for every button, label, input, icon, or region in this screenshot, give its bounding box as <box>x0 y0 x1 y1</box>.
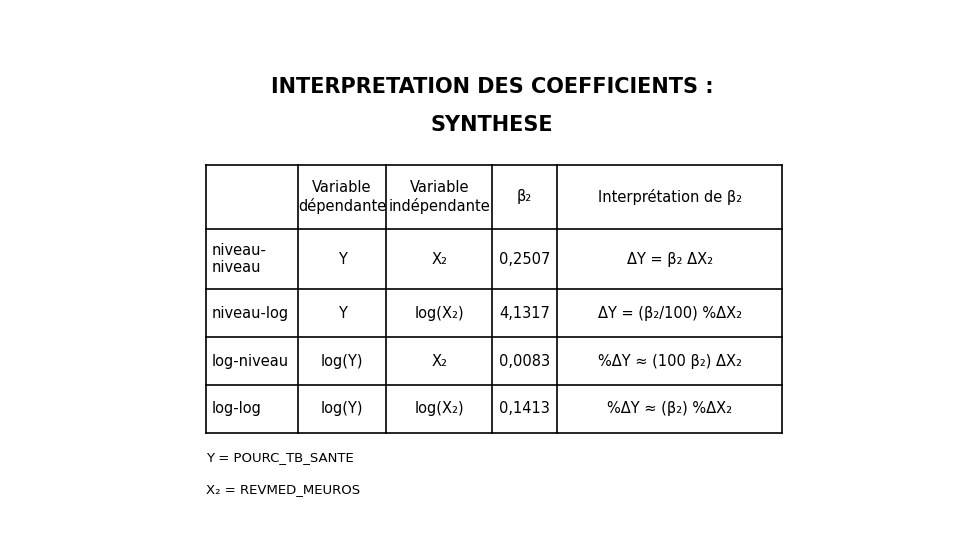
Text: ΔY = β₂ ΔX₂: ΔY = β₂ ΔX₂ <box>627 252 712 267</box>
Text: log(X₂): log(X₂) <box>415 306 464 321</box>
Text: niveau-log: niveau-log <box>211 306 289 321</box>
Text: %ΔY ≈ (100 β₂) ΔX₂: %ΔY ≈ (100 β₂) ΔX₂ <box>597 354 741 369</box>
Text: log-log: log-log <box>211 401 261 416</box>
Text: INTERPRETATION DES COEFFICIENTS :: INTERPRETATION DES COEFFICIENTS : <box>271 77 713 97</box>
Text: niveau-
niveau: niveau- niveau <box>211 243 266 275</box>
Text: Y = POURC_TB_SANTE: Y = POURC_TB_SANTE <box>205 451 353 464</box>
Text: log(Y): log(Y) <box>321 401 363 416</box>
Text: 0,2507: 0,2507 <box>499 252 550 267</box>
Text: 4,1317: 4,1317 <box>499 306 550 321</box>
Text: log(X₂): log(X₂) <box>415 401 464 416</box>
Text: 0,1413: 0,1413 <box>499 401 550 416</box>
Text: Variable
indépendante: Variable indépendante <box>389 180 491 214</box>
Text: X₂ = REVMED_MEUROS: X₂ = REVMED_MEUROS <box>205 483 360 496</box>
Text: X₂: X₂ <box>431 252 447 267</box>
Text: Interprétation de β₂: Interprétation de β₂ <box>597 189 742 205</box>
Text: β₂: β₂ <box>516 190 532 204</box>
Text: %ΔY ≈ (β₂) %ΔX₂: %ΔY ≈ (β₂) %ΔX₂ <box>607 401 732 416</box>
Text: log(Y): log(Y) <box>321 354 363 369</box>
Text: Y: Y <box>338 252 347 267</box>
Text: Variable
dépendante: Variable dépendante <box>298 180 386 214</box>
Text: Y: Y <box>338 306 347 321</box>
Text: log-niveau: log-niveau <box>211 354 289 369</box>
Text: ΔY = (β₂/100) %ΔX₂: ΔY = (β₂/100) %ΔX₂ <box>597 306 742 321</box>
Text: SYNTHESE: SYNTHESE <box>431 114 553 134</box>
Text: X₂: X₂ <box>431 354 447 369</box>
Text: 0,0083: 0,0083 <box>499 354 550 369</box>
